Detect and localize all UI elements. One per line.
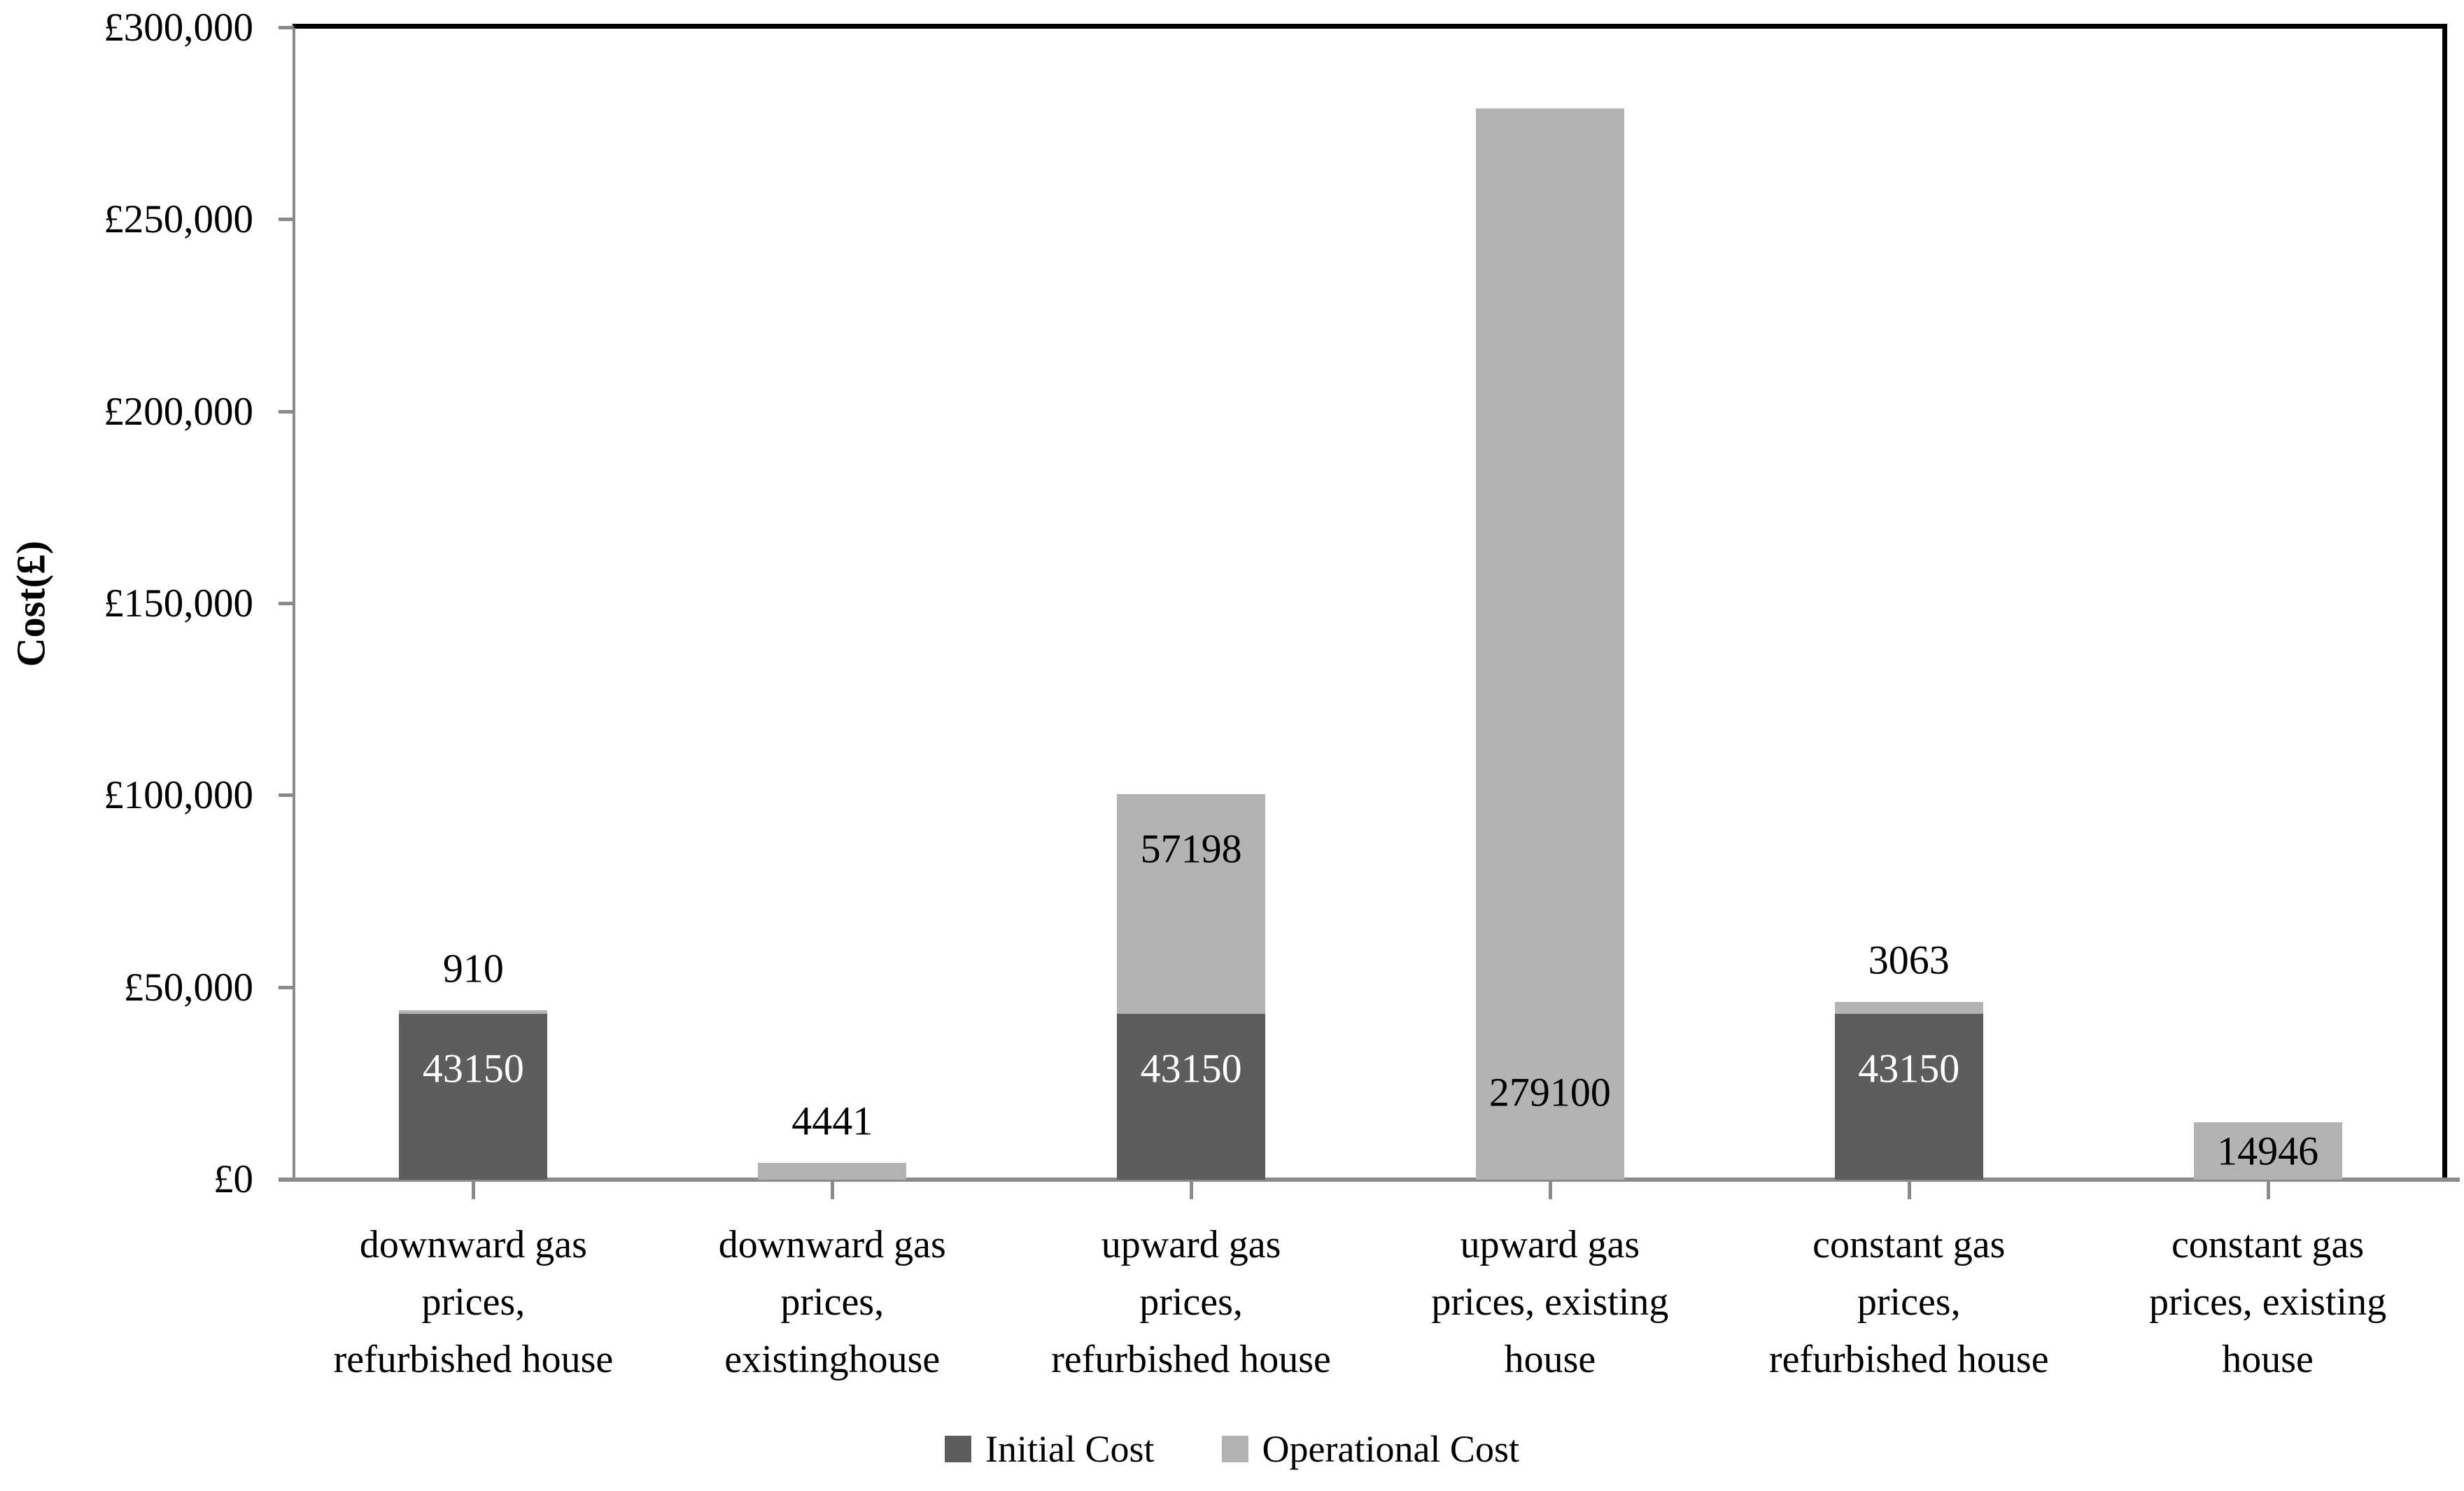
bar-data-label: 43150	[1140, 1045, 1242, 1091]
category-label-line: upward gas	[1460, 1223, 1640, 1266]
x-tick-mark	[1548, 1180, 1552, 1199]
x-tick-mark	[831, 1180, 835, 1199]
bar-data-label: 279100	[1488, 1069, 1611, 1115]
x-tick-mark	[1190, 1180, 1194, 1199]
x-axis-line	[279, 1178, 2460, 1182]
y-tick-label: £300,000	[104, 6, 253, 50]
bar-data-label: 14946	[2217, 1128, 2319, 1174]
category-label-line: house	[2222, 1338, 2314, 1381]
x-tick-mark	[472, 1180, 476, 1199]
legend-swatch	[945, 1436, 972, 1462]
y-tick-mark	[279, 1178, 294, 1181]
category-label-line: prices,	[1139, 1280, 1243, 1324]
bar-data-label: 57198	[1140, 826, 1242, 872]
bar-segment	[1834, 1014, 1983, 1180]
category-label-line: house	[1504, 1338, 1596, 1381]
x-tick-mark	[1907, 1180, 1911, 1199]
bar-segment	[1117, 794, 1266, 1015]
category-label: constant gas prices, refurbished house	[1730, 1216, 2088, 1388]
y-tick-label: £250,000	[104, 197, 253, 242]
bar-segment	[1475, 108, 1624, 1180]
category-label: downward gas prices, existinghouse	[653, 1216, 1011, 1388]
category-label-line: refurbished house	[1768, 1338, 2049, 1381]
category-label: upward gas prices, refurbished house	[1012, 1216, 1370, 1388]
legend: Initial Cost Operational Cost	[0, 1419, 2464, 1479]
plot-border-top	[293, 24, 2447, 29]
legend-item: Operational Cost	[1221, 1427, 1519, 1471]
category-label-line: prices,	[780, 1280, 885, 1324]
category-label-line: prices, existing	[1431, 1280, 1669, 1324]
category-label-line: prices,	[1857, 1280, 1961, 1324]
category-label-line: upward gas	[1101, 1223, 1281, 1266]
legend-swatch	[1221, 1436, 1248, 1462]
category-label-line: existinghouse	[724, 1338, 941, 1381]
y-tick-mark	[279, 26, 294, 29]
y-tick-mark	[279, 985, 294, 989]
category-label-line: constant gas	[1812, 1223, 2006, 1266]
category-label-line: constant gas	[2171, 1223, 2365, 1266]
category-label-line: refurbished house	[333, 1338, 614, 1381]
bar-segment	[758, 1162, 907, 1180]
bar-data-label: 3063	[1868, 937, 1950, 983]
y-tick-mark	[279, 602, 294, 605]
category-label-line: refurbished house	[1051, 1338, 1331, 1381]
y-tick-mark	[279, 793, 294, 798]
bar-segment	[399, 1010, 548, 1015]
y-tick-label: £0	[213, 1157, 253, 1201]
x-tick-mark	[2266, 1180, 2270, 1199]
legend-label: Initial Cost	[985, 1428, 1155, 1470]
y-tick-label: £150,000	[104, 581, 253, 626]
bar-segment	[1834, 1002, 1983, 1015]
y-tick-mark	[279, 409, 294, 414]
category-label: constant gas prices, existing house	[2089, 1216, 2447, 1388]
category-label: downward gas prices, refurbished house	[294, 1216, 652, 1388]
bar-segment	[1117, 1014, 1266, 1180]
y-tick-label: £50,000	[123, 965, 253, 1010]
category-label-line: downward gas	[359, 1223, 587, 1266]
category-label: upward gas prices, existing house	[1371, 1216, 1729, 1388]
bar-data-label: 43150	[1858, 1045, 1960, 1091]
y-axis-line	[293, 28, 295, 1180]
y-tick-mark	[279, 218, 294, 222]
y-tick-label: £100,000	[104, 773, 253, 818]
plot-border-right	[2442, 24, 2447, 1180]
y-tick-label: £200,000	[104, 389, 253, 434]
category-label-line: prices,	[421, 1280, 526, 1324]
legend-label: Operational Cost	[1262, 1428, 1519, 1470]
category-label-line: prices, existing	[2149, 1280, 2387, 1324]
bar-data-label: 43150	[422, 1045, 524, 1091]
bar-data-label: 4441	[791, 1098, 873, 1144]
legend-item: Initial Cost	[945, 1427, 1155, 1471]
bar-segment	[2193, 1122, 2342, 1180]
bar-segment	[399, 1014, 548, 1180]
category-label-line: downward gas	[718, 1223, 946, 1266]
bar-data-label: 910	[442, 945, 504, 991]
